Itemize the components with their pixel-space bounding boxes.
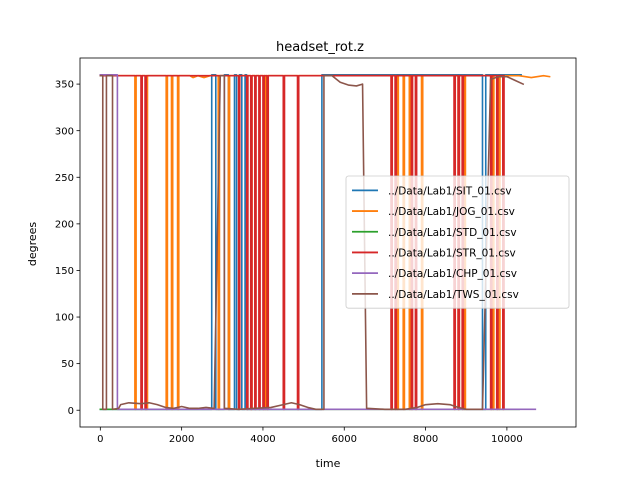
legend: ../Data/Lab1/SIT_01.csv ../Data/Lab1/JOG_…: [345, 175, 570, 309]
x-tick-label: 10000: [491, 434, 523, 445]
y-tick-label: 150: [55, 266, 74, 277]
y-tick-label: 50: [61, 359, 74, 370]
chart-title: headset_rot.z: [276, 40, 364, 55]
x-tick-label: 0: [97, 434, 103, 445]
series-line-6: [99, 74, 525, 411]
legend-entry-label: ../Data/Lab1/TWS_01.csv: [388, 289, 519, 301]
x-tick-label: 8000: [413, 434, 438, 445]
legend-entry-label: ../Data/Lab1/CHP_01.csv: [388, 268, 517, 280]
series-line-5: [99, 73, 537, 411]
plot-frame: [79, 57, 577, 428]
legend-entry-label: ../Data/Lab1/JOG_01.csv: [388, 206, 515, 218]
legend-entry-label: ../Data/Lab1/STD_01.csv: [388, 227, 517, 239]
y-tick-label: 100: [55, 313, 74, 324]
x-tick-label: 6000: [332, 434, 357, 445]
y-tick-label: 0: [68, 406, 74, 417]
y-tick-label: 200: [55, 219, 74, 230]
x-axis-label: time: [316, 457, 341, 470]
x-tick-label: 2000: [169, 434, 194, 445]
y-axis-label: degrees: [26, 222, 39, 267]
legend-entry-label: ../Data/Lab1/SIT_01.csv: [388, 185, 512, 197]
y-tick-label: 350: [55, 80, 74, 91]
legend-entry-label: ../Data/Lab1/STR_01.csv: [388, 247, 516, 259]
axes: 0 2000 4000 6000 8000 10000 0 50 100 150 200 250 300…: [55, 57, 577, 445]
x-tick-label: 4000: [250, 434, 275, 445]
y-tick-label: 250: [55, 173, 74, 184]
legend-box: [345, 175, 570, 309]
y-tick-label: 300: [55, 126, 74, 137]
